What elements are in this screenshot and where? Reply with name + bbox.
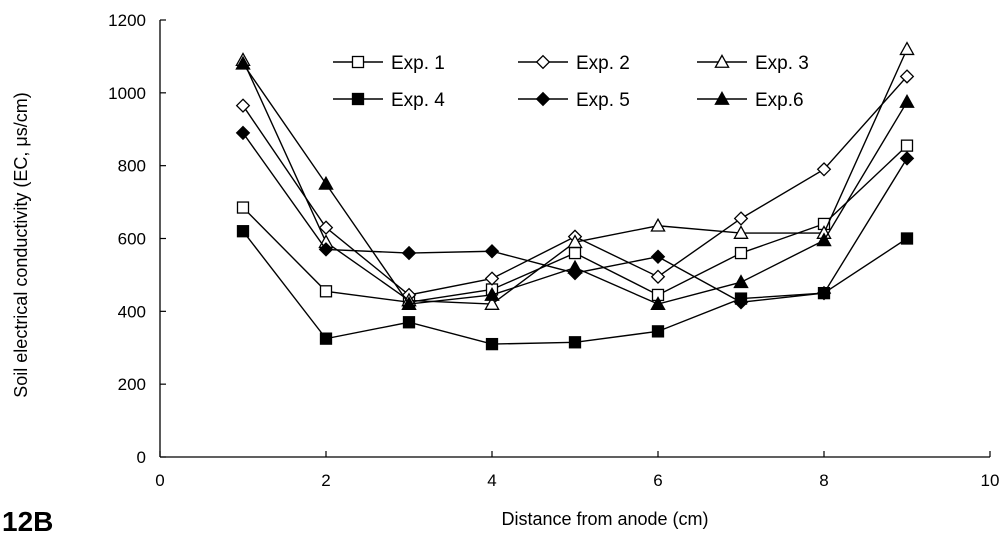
panel-label: 12B — [2, 506, 53, 531]
data-point — [650, 217, 666, 232]
data-point — [733, 225, 749, 239]
y-axis-label: Soil electrical conductivity (EC, μs/cm) — [11, 92, 31, 397]
legend-label: Exp.6 — [755, 90, 804, 111]
y-tick-label: 400 — [118, 302, 146, 321]
data-point — [733, 274, 749, 289]
data-point — [568, 246, 582, 260]
legend-item: Exp. 1 — [333, 53, 445, 74]
y-tick-label: 1200 — [108, 11, 146, 30]
data-point — [484, 296, 500, 310]
data-point — [816, 285, 832, 301]
legend-swatch-marker — [714, 54, 730, 68]
data-point — [650, 249, 666, 264]
x-tick-label: 0 — [155, 471, 164, 490]
legend-swatch-marker — [351, 92, 365, 106]
x-tick-label: 2 — [321, 471, 330, 490]
legend-item: Exp. 4 — [333, 90, 445, 111]
data-point — [567, 259, 583, 274]
data-point — [484, 244, 500, 259]
y-tick-label: 800 — [118, 157, 146, 176]
data-point — [236, 201, 250, 214]
legend-item: Exp.6 — [697, 90, 804, 111]
data-point — [485, 337, 499, 351]
data-point — [567, 234, 583, 249]
legend-label: Exp. 2 — [576, 53, 630, 74]
data-point — [816, 162, 832, 177]
legend-label: Exp. 4 — [391, 90, 445, 111]
series-6 — [235, 55, 915, 310]
legend-swatch-marker — [535, 91, 551, 107]
data-point — [236, 225, 250, 238]
data-point — [900, 139, 914, 152]
y-tick-label: 200 — [118, 375, 146, 394]
data-point — [484, 271, 500, 286]
data-point — [235, 125, 251, 141]
data-point — [318, 175, 334, 190]
data-point — [650, 269, 666, 284]
legend-swatch-marker — [351, 55, 365, 69]
legend-item: Exp. 5 — [518, 90, 630, 111]
x-tick-label: 8 — [819, 471, 828, 490]
data-point — [401, 245, 417, 261]
data-point — [484, 287, 500, 301]
series-1 — [236, 139, 914, 309]
data-point — [650, 296, 666, 310]
y-tick-label: 0 — [137, 448, 146, 467]
y-ticks: 0 200 400 600 800 1000 1200 — [108, 11, 166, 467]
legend-swatch-marker — [714, 91, 730, 105]
series-3 — [235, 41, 915, 310]
x-tick-label: 4 — [487, 471, 496, 490]
data-point — [651, 325, 665, 338]
data-point — [401, 296, 417, 310]
legend-swatch-marker — [535, 54, 551, 70]
legend-label: Exp. 3 — [755, 53, 809, 74]
data-point — [319, 332, 333, 345]
data-point — [899, 93, 915, 108]
legend-item: Exp. 3 — [697, 53, 809, 74]
x-tick-label: 6 — [653, 471, 662, 490]
data-point — [899, 151, 915, 166]
data-point — [319, 285, 333, 298]
x-ticks: 0 2 4 6 8 10 — [155, 451, 999, 490]
series-5 — [235, 125, 915, 310]
series-layer — [235, 41, 915, 351]
data-point — [734, 246, 748, 260]
data-point — [235, 98, 251, 113]
data-point — [568, 336, 582, 349]
data-point — [733, 211, 749, 226]
data-point — [402, 316, 416, 329]
x-tick-label: 10 — [981, 471, 1000, 490]
data-point — [318, 242, 334, 257]
legend-label: Exp. 1 — [391, 53, 445, 74]
data-point — [899, 41, 915, 56]
y-tick-label: 600 — [118, 230, 146, 249]
data-point — [235, 55, 251, 70]
data-point — [733, 294, 749, 310]
data-point — [899, 69, 915, 84]
legend-item: Exp. 2 — [518, 53, 630, 74]
y-tick-label: 1000 — [108, 84, 146, 103]
x-axis-label: Distance from anode (cm) — [501, 509, 708, 529]
legend-label: Exp. 5 — [576, 90, 630, 111]
data-point — [900, 232, 914, 245]
data-point — [816, 232, 832, 247]
legend: Exp. 1 Exp. 2 Exp. 3 Exp. 4 Exp. 5 Exp.6 — [333, 53, 809, 111]
data-point — [318, 220, 334, 235]
